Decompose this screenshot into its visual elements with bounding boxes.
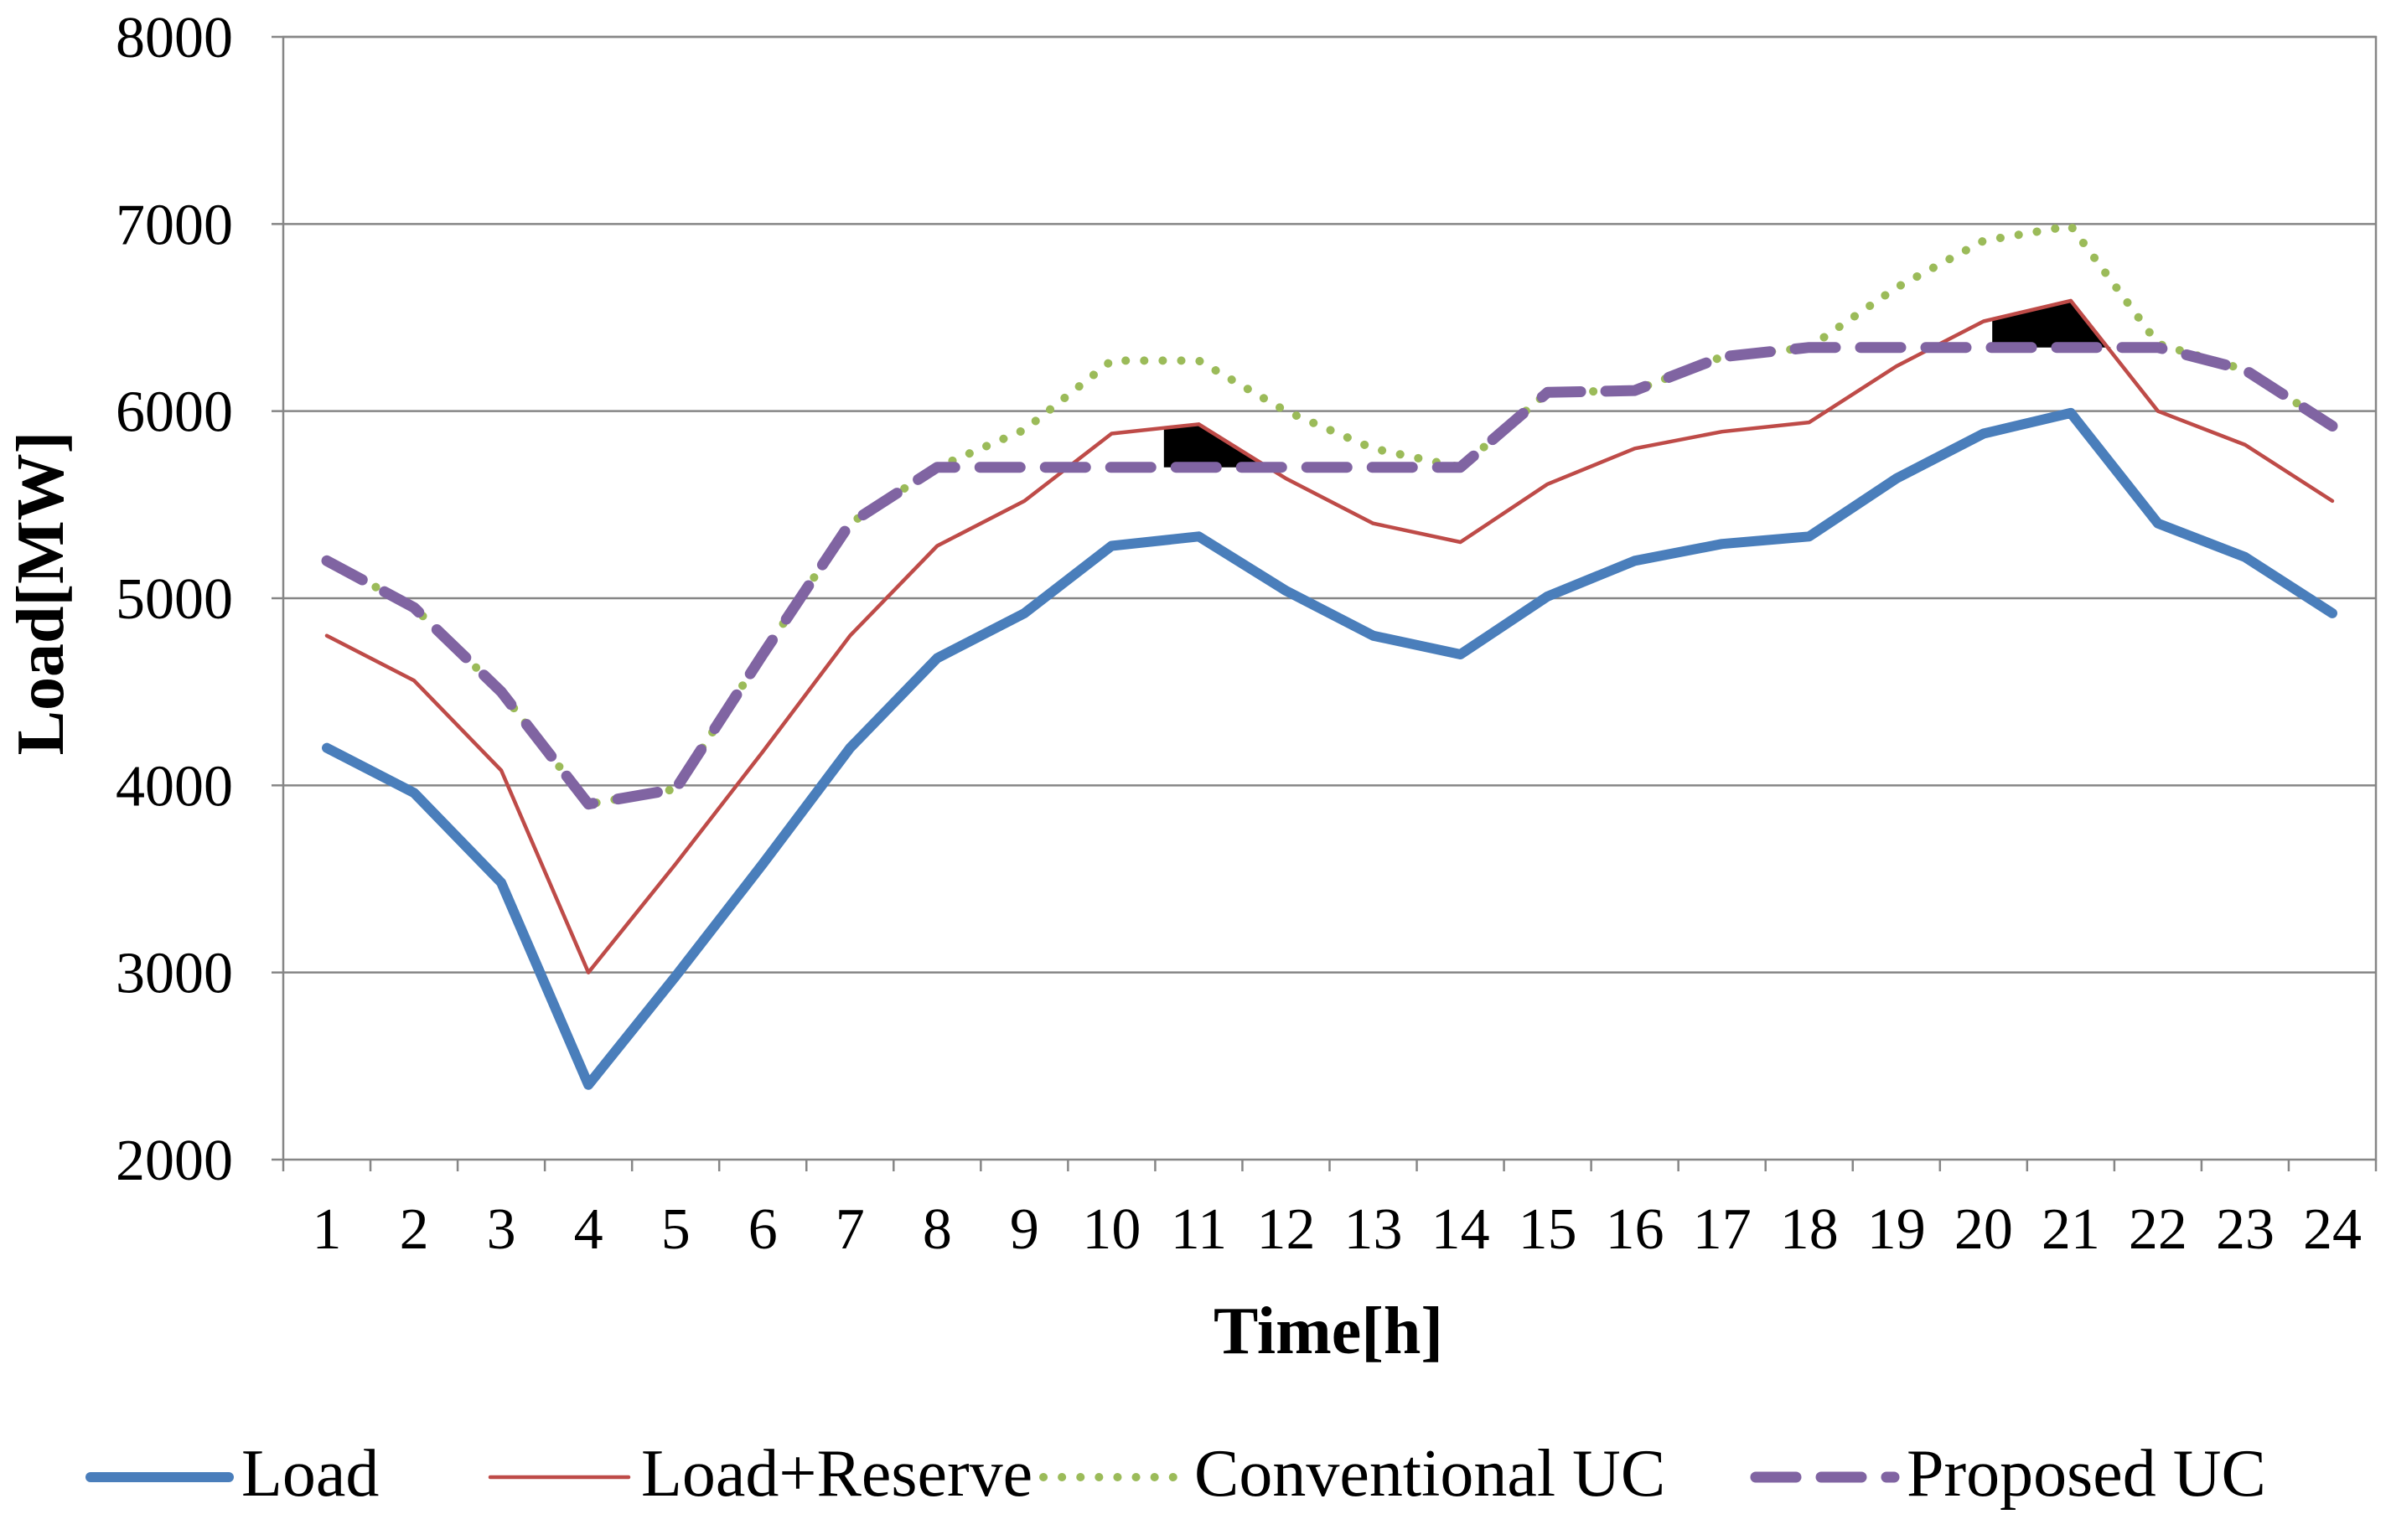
y-tick-label: 8000 [116,6,233,70]
x-tick-label: 20 [1954,1197,2013,1262]
x-tick-label: 9 [1010,1197,1039,1262]
legend-label: Load+Reserve [641,1437,1032,1511]
x-tick-label: 23 [2216,1197,2275,1262]
y-tick-label: 3000 [116,942,233,1006]
x-tick-label: 16 [1606,1197,1664,1262]
x-tick-label: 10 [1082,1197,1141,1262]
x-tick-label: 5 [661,1197,691,1262]
x-tick-label: 13 [1344,1197,1403,1262]
x-tick-label: 6 [748,1197,778,1262]
x-tick-label: 18 [1780,1197,1839,1262]
y-tick-label: 5000 [116,567,233,632]
y-tick-label: 4000 [116,754,233,819]
legend-label: Load [241,1437,379,1511]
x-tick-label: 8 [923,1197,952,1262]
y-tick-label: 6000 [116,380,233,445]
y-tick-label: 2000 [116,1129,233,1193]
x-tick-label: 2 [400,1197,429,1262]
y-tick-label: 7000 [116,193,233,257]
x-tick-label: 1 [313,1197,342,1262]
x-tick-label: 22 [2129,1197,2187,1262]
x-tick-label: 12 [1256,1197,1315,1262]
legend-label: Conventional UC [1194,1437,1665,1511]
x-tick-label: 7 [836,1197,865,1262]
x-tick-label: 4 [574,1197,603,1262]
x-tick-label: 3 [487,1197,516,1262]
x-tick-label: 15 [1519,1197,1577,1262]
x-axis-title: Time[h] [1214,1295,1443,1368]
y-axis-title: Load[MW] [4,432,78,756]
x-tick-label: 24 [2303,1197,2362,1262]
x-tick-label: 21 [2042,1197,2100,1262]
x-tick-label: 11 [1171,1197,1227,1262]
x-tick-label: 14 [1431,1197,1490,1262]
legend-label: Proposed UC [1907,1437,2266,1511]
x-tick-label: 17 [1693,1197,1752,1262]
x-tick-label: 19 [1867,1197,1926,1262]
